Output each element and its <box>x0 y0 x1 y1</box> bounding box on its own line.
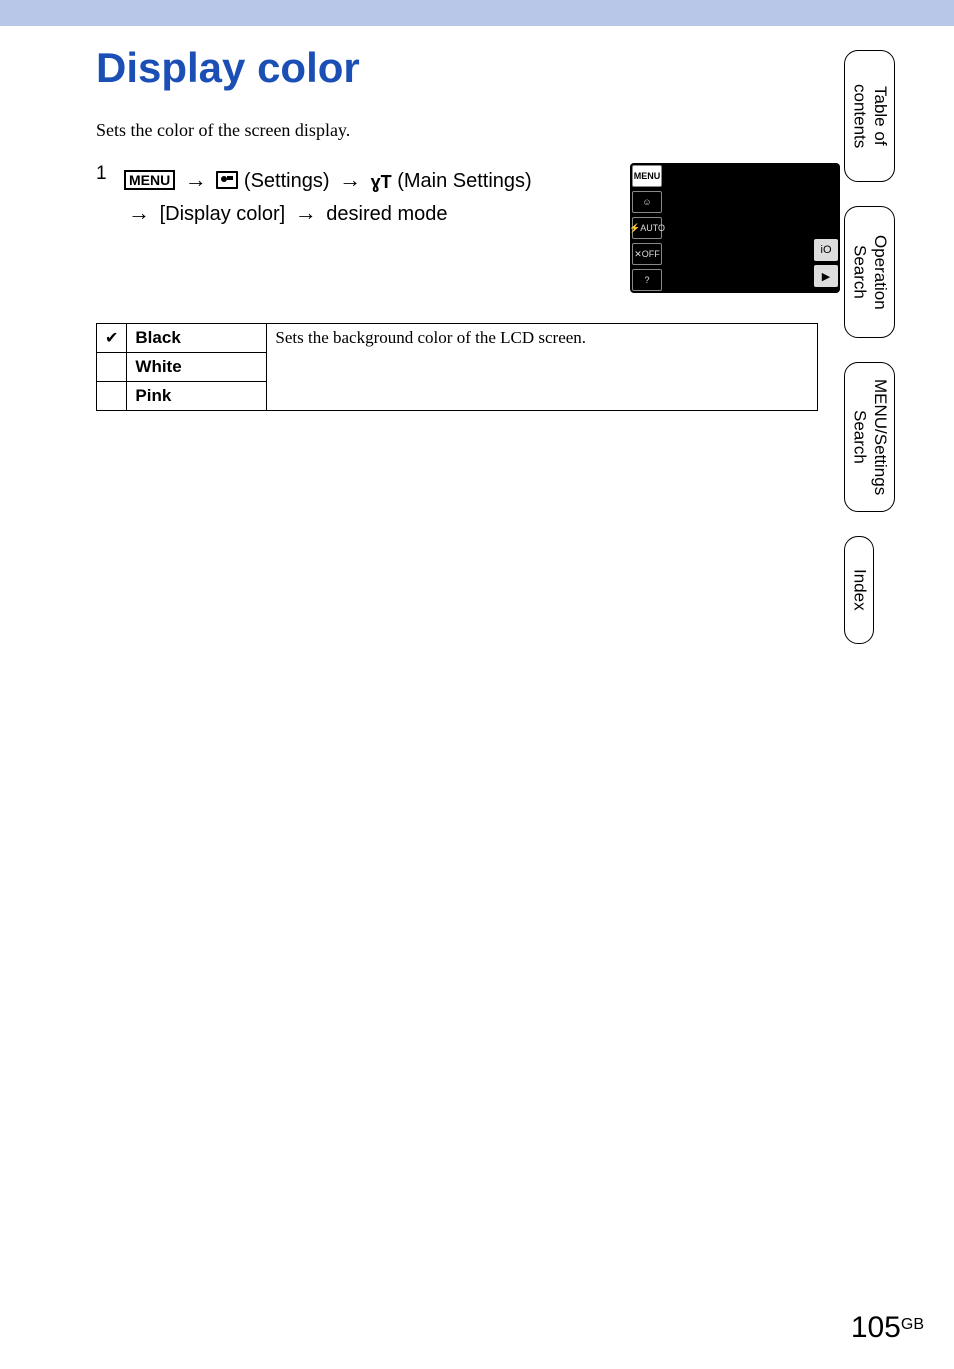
settings-icon <box>216 171 238 189</box>
screenshot-menu-button: MENU <box>632 165 662 187</box>
top-bar <box>0 0 954 26</box>
main-settings-label: (Main Settings) <box>397 170 532 192</box>
step-text: MENU → (Settings) → ɣT (Main Settings) →… <box>124 163 616 229</box>
tab-operation-search[interactable]: Operation Search <box>844 206 895 338</box>
tab-index[interactable]: Index <box>844 536 874 644</box>
page-description: Sets the color of the screen display. <box>96 120 840 141</box>
main-settings-icon: ɣT <box>371 169 392 196</box>
options-table: ✔ Black Sets the background color of the… <box>96 323 818 411</box>
option-label: Black <box>127 324 267 353</box>
check-icon: ✔ <box>105 330 118 347</box>
side-tabs: Table of contents Operation Search MENU/… <box>844 50 934 668</box>
screenshot-help-button: ? <box>632 269 662 291</box>
screenshot-smile-button: ☺ <box>632 191 662 213</box>
arrow-icon: → <box>335 167 365 192</box>
screenshot-center <box>664 163 812 293</box>
screenshot-off-button: ✕OFF <box>632 243 662 265</box>
instruction-step: 1 MENU → (Settings) → ɣT (Main Settings)… <box>96 163 840 293</box>
arrow-icon: → <box>181 167 211 192</box>
arrow-icon: → <box>291 200 321 225</box>
page-number-value: 105 <box>851 1311 901 1344</box>
option-label: White <box>127 353 267 382</box>
page-title: Display color <box>96 44 840 92</box>
page-body: Display color Sets the color of the scre… <box>0 26 840 411</box>
step-number: 1 <box>96 163 110 185</box>
page-number: 105GB <box>851 1311 924 1345</box>
screenshot-right-buttons: iO ▶ <box>812 163 840 293</box>
settings-label: (Settings) <box>244 170 330 192</box>
desired-mode-label: desired mode <box>326 203 447 225</box>
screenshot-play-button: ▶ <box>814 265 838 287</box>
tab-table-of-contents[interactable]: Table of contents <box>844 50 895 182</box>
screenshot-left-buttons: MENU ☺ ⚡AUTO ✕OFF ? <box>630 163 664 293</box>
option-label: Pink <box>127 382 267 411</box>
lcd-screenshot: MENU ☺ ⚡AUTO ✕OFF ? iO ▶ <box>630 163 840 293</box>
arrow-icon: → <box>124 200 154 225</box>
tab-menu-settings-search[interactable]: MENU/Settings Search <box>844 362 895 512</box>
table-row: ✔ Black Sets the background color of the… <box>97 324 818 353</box>
page-number-suffix: GB <box>901 1316 924 1333</box>
option-description: Sets the background color of the LCD scr… <box>267 324 818 411</box>
display-color-label: [Display color] <box>160 203 286 225</box>
menu-icon: MENU <box>124 170 175 190</box>
screenshot-flash-button: ⚡AUTO <box>632 217 662 239</box>
screenshot-mode-button: iO <box>814 239 838 261</box>
